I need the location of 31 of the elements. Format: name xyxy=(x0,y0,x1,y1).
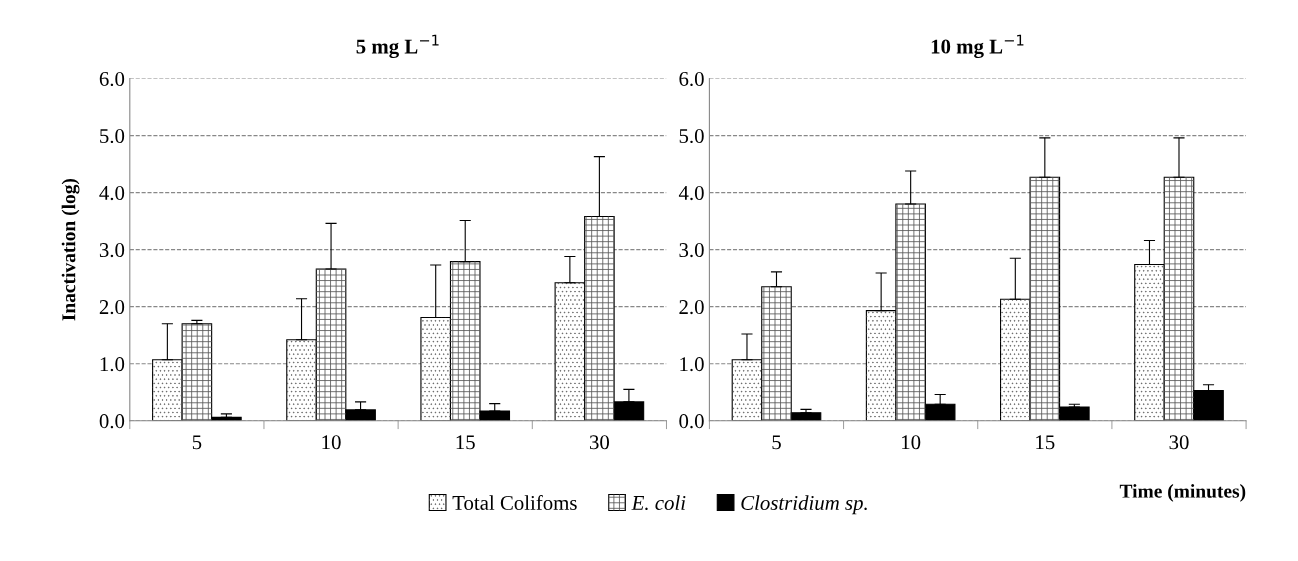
chart-title: 10 mg L$^{−1}$ xyxy=(931,34,1024,58)
chart-title: 5 mg L$^{−1}$ xyxy=(356,34,439,58)
legend-label: E. coli xyxy=(631,495,686,511)
y-axis-title: Inactivation (log) xyxy=(61,178,80,321)
x-axis-title: Time (minutes) xyxy=(1119,484,1246,502)
x-tick-label: 30 xyxy=(1169,435,1189,450)
y-tick-label: 0.0 xyxy=(679,414,704,429)
y-tick-label: 1.0 xyxy=(100,357,125,372)
x-tick-label: 15 xyxy=(1036,435,1055,450)
y-tick-label: 2.0 xyxy=(99,300,125,315)
y-tick-label: 1.0 xyxy=(680,357,704,372)
y-tick-label: 6.0 xyxy=(99,71,125,87)
y-tick-label: 4.0 xyxy=(99,185,125,201)
y-tick-label: 2.0 xyxy=(679,300,704,315)
y-tick-label: 0.0 xyxy=(99,414,125,429)
x-tick-label: 10 xyxy=(902,435,921,450)
y-tick-label: 5.0 xyxy=(679,128,704,144)
x-tick-label: 5 xyxy=(772,435,781,450)
legend-label: Total Colifoms xyxy=(452,495,577,510)
y-tick-label: 4.0 xyxy=(678,185,704,201)
x-tick-label: 15 xyxy=(456,435,475,450)
y-tick-label: 5.0 xyxy=(100,128,125,144)
y-tick-label: 3.0 xyxy=(99,243,125,258)
legend-label: Clostridium sp. xyxy=(741,495,867,515)
x-tick-label: 5 xyxy=(192,435,202,450)
bar xyxy=(1059,406,1090,421)
x-tick-label: 30 xyxy=(589,435,610,450)
bar xyxy=(1193,389,1224,421)
x-tick-label: 10 xyxy=(322,435,341,450)
y-tick-label: 6.0 xyxy=(679,71,704,87)
y-tick-label: 3.0 xyxy=(679,243,704,258)
